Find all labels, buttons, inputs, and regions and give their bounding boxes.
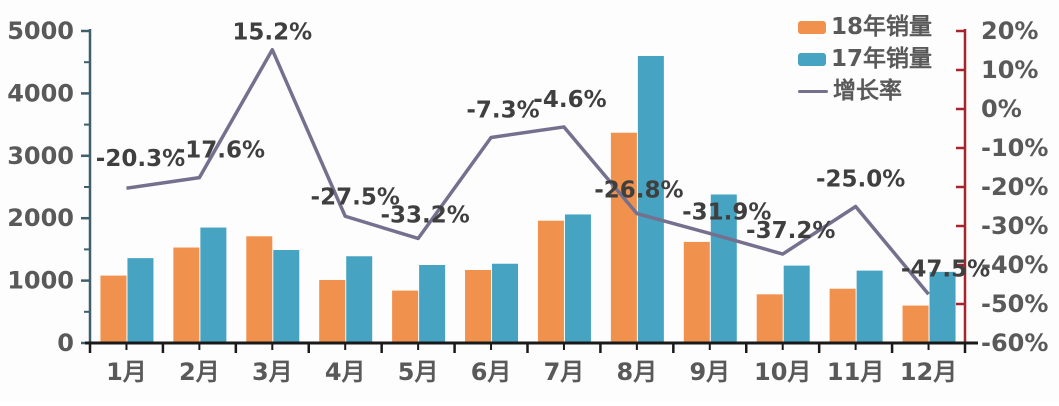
bar-18-9月 bbox=[683, 241, 710, 343]
x-axis: 1月 2月 3月 4月 5月 6月 7月 8月 9月 10月 11月 12月 bbox=[85, 341, 978, 386]
legend-swatch-17-sales bbox=[798, 53, 826, 66]
left-axis-tick-label: 2000 bbox=[7, 204, 74, 232]
bar-18-11月 bbox=[829, 288, 856, 343]
bar-18-7月 bbox=[537, 220, 564, 343]
right-axis-tick-label: 20% bbox=[981, 17, 1038, 45]
bar-18-10月 bbox=[756, 294, 783, 343]
bar-17-6月 bbox=[492, 263, 519, 343]
right-axis-tick-label: -50% bbox=[981, 290, 1048, 318]
legend: 18年销量 17年销量 增长率 bbox=[798, 16, 932, 103]
x-axis-label-11月: 11月 bbox=[827, 358, 884, 386]
growth-rate-line bbox=[126, 47, 930, 296]
growth-label-6月: -7.3% bbox=[466, 97, 539, 123]
bar-18-3月 bbox=[246, 236, 273, 343]
growth-label-1月: -20.3% bbox=[96, 146, 185, 172]
growth-label-2月: -17.6% bbox=[176, 138, 265, 164]
left-axis-tick-label: 3000 bbox=[7, 142, 74, 170]
bar-17-9月 bbox=[710, 194, 737, 343]
left-axis-tick-label: 0 bbox=[57, 329, 74, 357]
growth-label-10月: -37.2% bbox=[746, 218, 835, 244]
legend-label-growth-rate: 增长率 bbox=[833, 78, 902, 104]
legend-item-sales-18: 18年销量 bbox=[798, 16, 932, 39]
right-axis-tick-label: -40% bbox=[981, 251, 1048, 279]
x-axis-label-2月: 2月 bbox=[179, 358, 220, 386]
legend-item-growth-rate: 增长率 bbox=[798, 80, 932, 103]
bar-18-1月 bbox=[100, 275, 127, 343]
growth-label-7月: -4.6% bbox=[533, 87, 606, 113]
growth-rate-labels: -20.3%-17.6% 15.2% -27.5%-33.2% -7.3%-4.6% -… bbox=[96, 20, 990, 283]
left-axis: 0 1000 2000 3000 4000 5000 bbox=[7, 17, 92, 357]
bar-17-4月 bbox=[346, 256, 373, 343]
bar-17-5月 bbox=[419, 265, 446, 343]
x-axis-label-7月: 7月 bbox=[544, 358, 585, 386]
growth-label-8月: -26.8% bbox=[594, 178, 683, 204]
left-axis-tick-label: 1000 bbox=[7, 267, 74, 295]
bar-18-5月 bbox=[392, 290, 419, 343]
bar-17-1月 bbox=[127, 258, 154, 343]
bar-18-6月 bbox=[465, 269, 492, 343]
right-axis-tick-label: -30% bbox=[981, 212, 1048, 240]
bar-17-7月 bbox=[564, 214, 591, 343]
bars-17-sales bbox=[127, 55, 956, 344]
growth-label-11月: -25.0% bbox=[816, 167, 905, 193]
bar-17-2月 bbox=[200, 227, 227, 343]
x-axis-label-6月: 6月 bbox=[471, 358, 512, 386]
x-axis-label-5月: 5月 bbox=[398, 358, 439, 386]
growth-label-9月: -31.9% bbox=[682, 199, 771, 225]
bar-17-12月 bbox=[929, 271, 956, 343]
x-axis-label-4月: 4月 bbox=[325, 358, 366, 386]
x-axis-label-9月: 9月 bbox=[689, 358, 730, 386]
bars-18-sales bbox=[100, 132, 929, 343]
legend-line-icon bbox=[798, 89, 828, 94]
bar-18-8月 bbox=[610, 132, 637, 343]
growth-label-12月: -47.5% bbox=[901, 256, 990, 282]
growth-label-4月: -27.5% bbox=[311, 184, 400, 210]
bar-17-10月 bbox=[783, 265, 810, 343]
x-axis-label-1月: 1月 bbox=[106, 358, 147, 386]
bar-17-8月 bbox=[637, 55, 664, 344]
bar-17-3月 bbox=[273, 250, 300, 343]
right-axis-tick-label: -20% bbox=[981, 173, 1048, 201]
bar-17-11月 bbox=[856, 270, 883, 343]
x-axis-label-3月: 3月 bbox=[252, 358, 293, 386]
growth-label-5月: -33.2% bbox=[380, 202, 469, 228]
growth-label-3月: 15.2% bbox=[232, 20, 312, 46]
x-axis-label-10月: 10月 bbox=[754, 358, 811, 386]
x-axis-label-8月: 8月 bbox=[617, 358, 658, 386]
legend-label-17-sales: 17年销量 bbox=[831, 46, 933, 72]
right-axis: 20% 10% 0% -10% -20% -30% -40% -50% -60% bbox=[956, 17, 1048, 357]
right-axis-tick-label: -60% bbox=[981, 329, 1048, 357]
bar-18-4月 bbox=[319, 279, 346, 343]
x-axis-label-12月: 12月 bbox=[900, 358, 957, 386]
legend-item-sales-17: 17年销量 bbox=[798, 48, 932, 71]
bar-18-2月 bbox=[173, 247, 200, 343]
left-axis-tick-label: 5000 bbox=[7, 17, 74, 45]
legend-label-18-sales: 18年销量 bbox=[831, 14, 933, 40]
right-axis-tick-label: -10% bbox=[981, 134, 1048, 162]
legend-swatch-18-sales bbox=[798, 21, 826, 34]
left-axis-tick-label: 4000 bbox=[7, 79, 74, 107]
right-axis-tick-label: 0% bbox=[981, 95, 1022, 123]
bar-18-12月 bbox=[902, 305, 929, 343]
right-axis-tick-label: 10% bbox=[981, 56, 1038, 84]
